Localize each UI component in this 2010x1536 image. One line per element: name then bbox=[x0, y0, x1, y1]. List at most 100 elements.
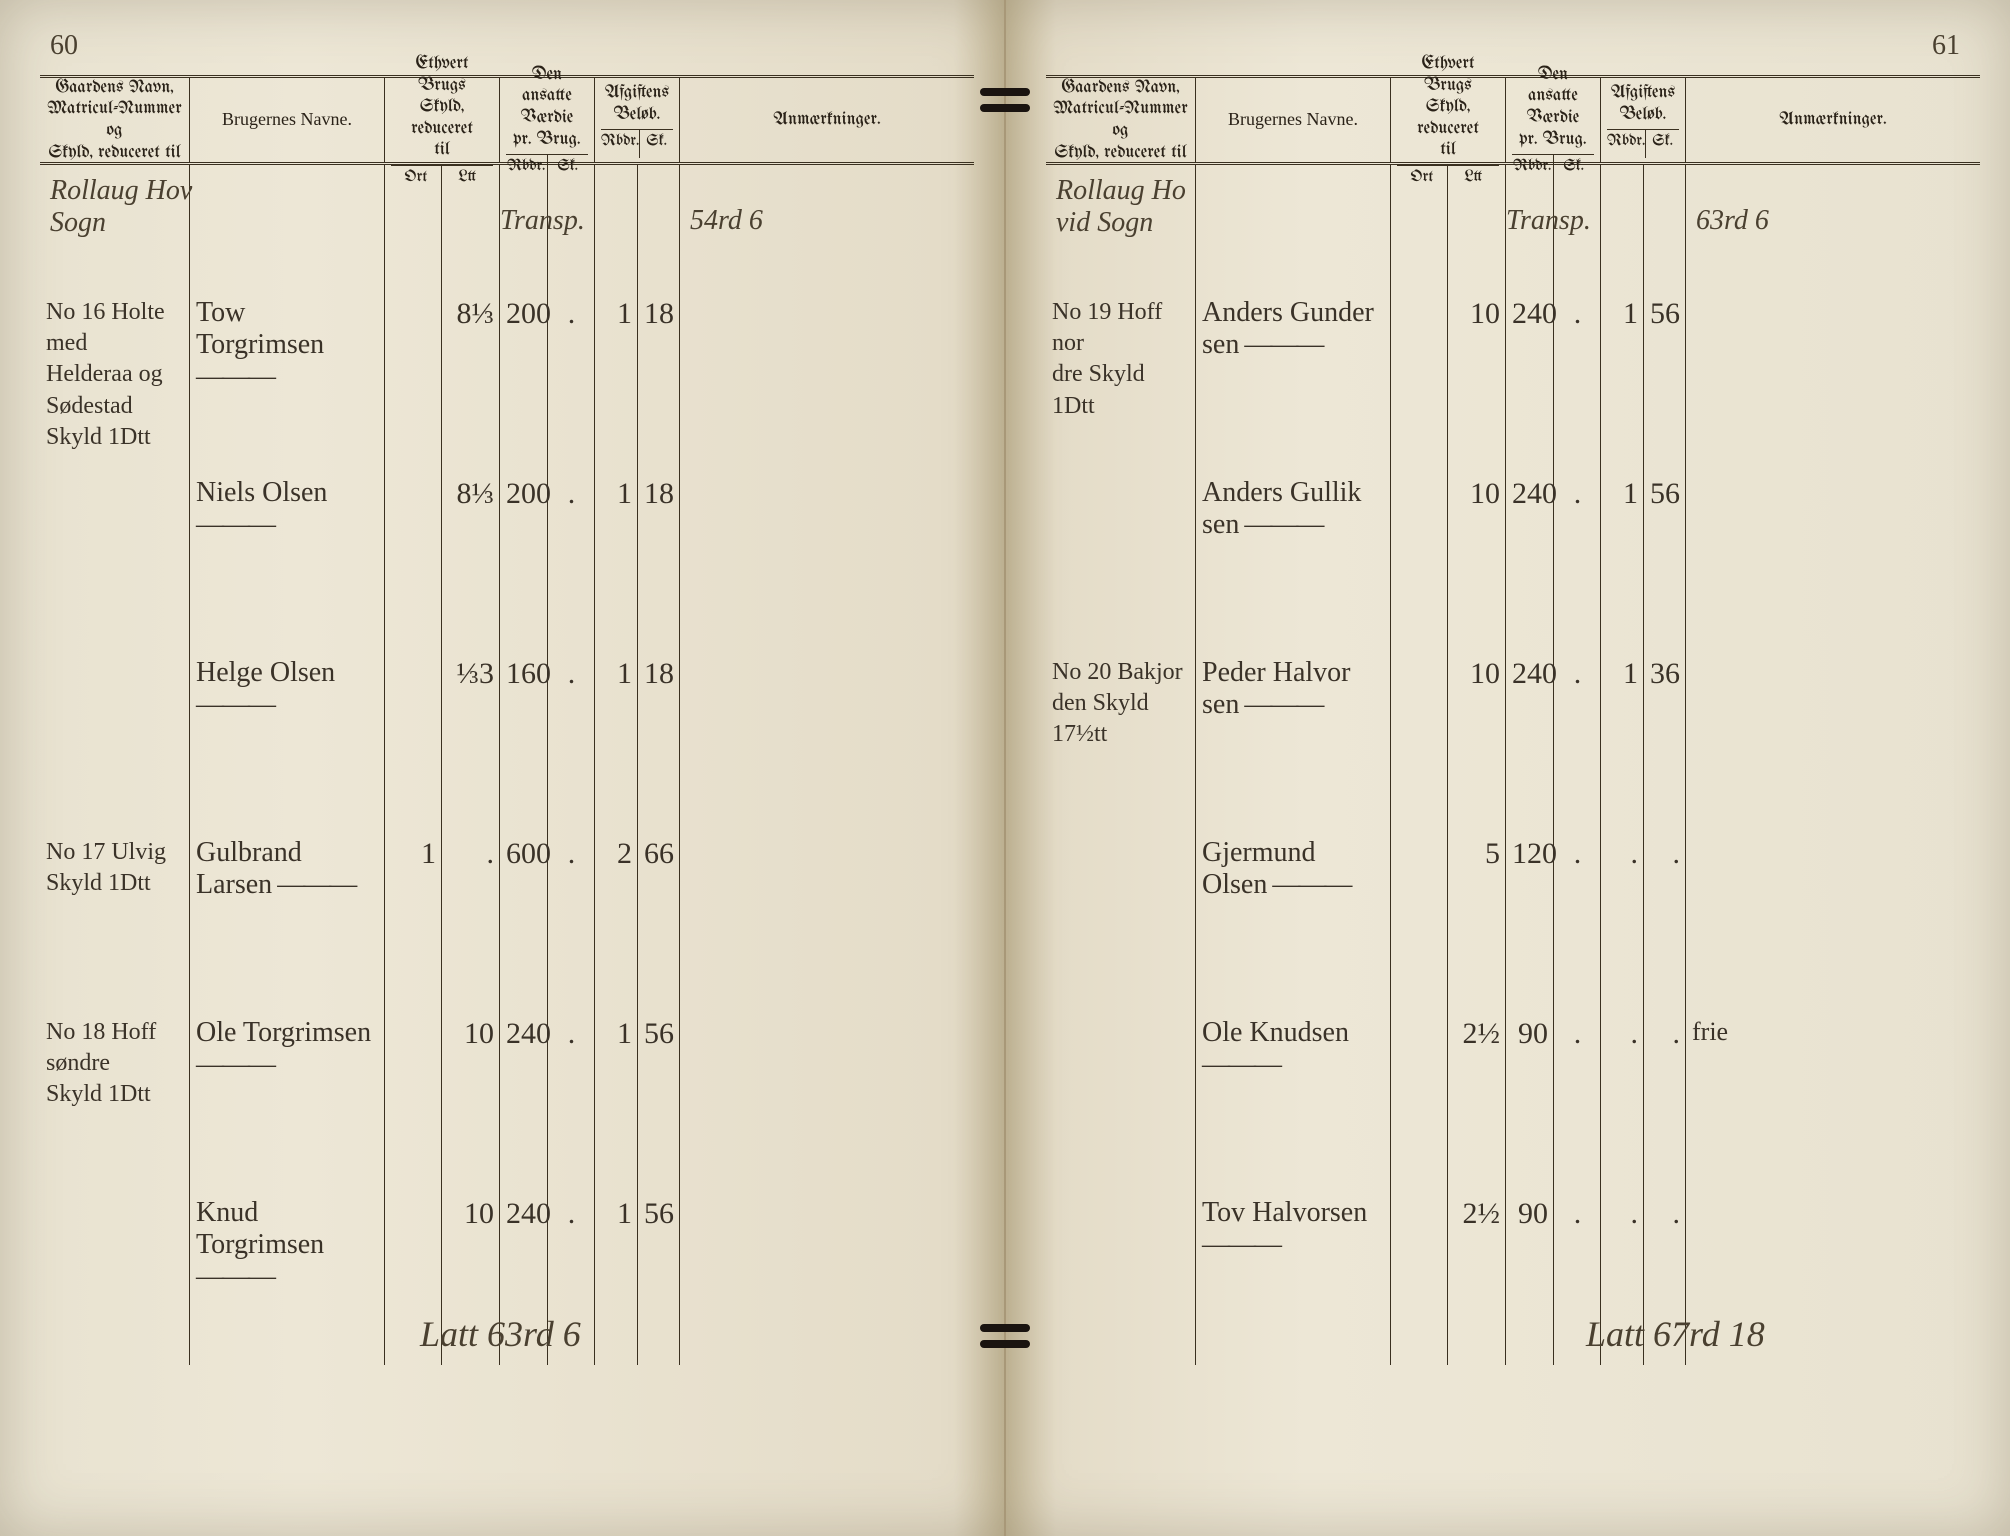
ledger-entry: No 19 Hoff nor dre Skyld 1DttAnders Gund… bbox=[1046, 295, 1980, 424]
entry-gaard bbox=[1046, 1195, 1196, 1263]
transport-value: 54rd 6 bbox=[690, 205, 763, 237]
col-header-afgift: Afgiftens Beløb. Rbdr. Sk. bbox=[595, 78, 680, 162]
sub-rbdr2: Rbdr. bbox=[601, 130, 640, 158]
entry-ltt: 10 bbox=[1448, 295, 1506, 424]
entry-sk: . bbox=[1554, 295, 1601, 424]
entry-ltt: . bbox=[442, 835, 500, 903]
entry-ltt: 2½ bbox=[1448, 1015, 1506, 1083]
entry-gaard: No 19 Hoff nor dre Skyld 1Dtt bbox=[1046, 295, 1196, 424]
col-header-vaerdie: Den ansatte Værdie pr. Brug. Rbdr. Sk. bbox=[500, 78, 595, 162]
ledger-entry: Ole Knudsen ———2½90...frie bbox=[1046, 1015, 1980, 1083]
entry-sk2: 18 bbox=[638, 655, 680, 723]
dash-rule: ——— bbox=[196, 1261, 274, 1292]
entry-brugernes: Knud Torgrimsen ——— bbox=[190, 1195, 385, 1295]
entry-gaard bbox=[40, 1195, 190, 1295]
ledger-book: 60 Gaardens Navn, Matricul-Nummer og Sky… bbox=[0, 0, 2010, 1536]
entry-sk2: . bbox=[1644, 1015, 1686, 1083]
entry-rbdr2: 1 bbox=[1601, 295, 1644, 424]
entry-anm bbox=[1686, 1195, 1980, 1263]
dash-rule: ——— bbox=[196, 509, 274, 540]
sogn-label: Rollaug Hov Sogn bbox=[50, 175, 192, 239]
ledger-entry: Tov Halvorsen ———2½90... bbox=[1046, 1195, 1980, 1263]
entry-sk: . bbox=[548, 655, 595, 723]
col-header-anm-r: Anmærkninger. bbox=[1686, 78, 1980, 162]
dash-rule: ——— bbox=[272, 869, 355, 900]
sogn-label-r: Rollaug Ho vid Sogn bbox=[1056, 175, 1186, 239]
header-gaard-text: Gaardens Navn, Matricul-Nummer og Skyld,… bbox=[46, 77, 183, 163]
header-row-r: Gaardens Navn, Matricul-Nummer og Skyld,… bbox=[1046, 75, 1980, 165]
entry-sk: . bbox=[548, 1015, 595, 1113]
entry-brugernes: Niels Olsen ——— bbox=[190, 475, 385, 543]
entry-rbdr2: 1 bbox=[595, 475, 638, 543]
dash-rule: ——— bbox=[1267, 869, 1350, 900]
header-vaerdie-text: Den ansatte Værdie pr. Brug. bbox=[506, 64, 588, 150]
page-left: 60 Gaardens Navn, Matricul-Nummer og Sky… bbox=[0, 0, 1006, 1536]
entry-sk2: 36 bbox=[1644, 655, 1686, 753]
sub-sk2-r: Sk. bbox=[1646, 130, 1679, 158]
transport-value-r: 63rd 6 bbox=[1696, 205, 1769, 237]
entry-rbdr2: 2 bbox=[595, 835, 638, 903]
entry-rbdr: 200 bbox=[500, 295, 548, 455]
entry-gaard: No 16 Holte med Helderaa og Sødestad Sky… bbox=[40, 295, 190, 455]
entry-ltt: 10 bbox=[1448, 655, 1506, 753]
sub-rbdr2-r: Rbdr. bbox=[1607, 130, 1646, 158]
entry-brugernes: Anders Gullik sen ——— bbox=[1196, 475, 1391, 543]
col-header-skyld: Ethvert Brugs Skyld, reduceret til Ort L… bbox=[385, 78, 500, 162]
entry-rbdr: 200 bbox=[500, 475, 548, 543]
dash-rule: ——— bbox=[1239, 689, 1322, 720]
entry-sk: . bbox=[548, 1195, 595, 1295]
entry-gaard bbox=[1046, 475, 1196, 543]
entry-sk: . bbox=[1554, 1015, 1601, 1083]
entry-rbdr: 240 bbox=[1506, 295, 1554, 424]
entry-ort bbox=[1391, 835, 1448, 903]
entry-rbdr: 160 bbox=[500, 655, 548, 723]
entry-anm bbox=[680, 835, 974, 903]
header-afgift-text-r: Afgiftens Beløb. bbox=[1607, 82, 1679, 125]
entry-ltt: 10 bbox=[1448, 475, 1506, 543]
entry-sk2: 18 bbox=[638, 295, 680, 455]
col-header-skyld-r: Ethvert Brugs Skyld, reduceret til Ort L… bbox=[1391, 78, 1506, 162]
binding-clip-bottom bbox=[975, 1316, 1035, 1356]
entry-ltt: 10 bbox=[442, 1195, 500, 1295]
entry-gaard: No 18 Hoff søndre Skyld 1Dtt bbox=[40, 1015, 190, 1113]
entry-anm: frie bbox=[1686, 1015, 1980, 1083]
entry-rbdr2: 1 bbox=[1601, 475, 1644, 543]
entry-sk2: 56 bbox=[638, 1195, 680, 1295]
entry-gaard bbox=[40, 475, 190, 543]
transport-label: Transp. bbox=[500, 205, 585, 237]
ledger-entry: No 17 Ulvig Skyld 1DttGulbrand Larsen ——… bbox=[40, 835, 974, 903]
dash-rule: ——— bbox=[1239, 509, 1322, 540]
entry-rbdr: 240 bbox=[500, 1015, 548, 1113]
latt-label: Latt 63rd 6 bbox=[420, 1313, 581, 1355]
entry-anm bbox=[1686, 295, 1980, 424]
entry-anm bbox=[680, 295, 974, 455]
entry-ltt: ⅓3 bbox=[442, 655, 500, 723]
dash-rule: ——— bbox=[1202, 1229, 1280, 1260]
body-rows-left: Rollaug Hov Sogn Transp. 54rd 6 Latt 63r… bbox=[40, 165, 974, 1365]
entry-ort bbox=[385, 1015, 442, 1113]
entry-sk2: 18 bbox=[638, 475, 680, 543]
entry-rbdr2: . bbox=[1601, 835, 1644, 903]
entry-sk2: . bbox=[1644, 1195, 1686, 1263]
page-right: 61 Gaardens Navn, Matricul-Nummer og Sky… bbox=[1006, 0, 2010, 1536]
entry-brugernes: Gjermund Olsen ——— bbox=[1196, 835, 1391, 903]
entry-rbdr2: 1 bbox=[595, 1195, 638, 1295]
entry-anm bbox=[680, 475, 974, 543]
entry-gaard bbox=[1046, 835, 1196, 903]
sub-sk2: Sk. bbox=[640, 130, 673, 158]
entry-brugernes: Anders Gunder sen ——— bbox=[1196, 295, 1391, 424]
entry-ltt: 5 bbox=[1448, 835, 1506, 903]
entry-sk: . bbox=[1554, 1195, 1601, 1263]
entry-brugernes: Peder Halvor sen ——— bbox=[1196, 655, 1391, 753]
col-header-brugernes: Brugernes Navne. bbox=[190, 78, 385, 162]
header-vaerdie-text-r: Den ansatte Værdie pr. Brug. bbox=[1512, 64, 1594, 150]
entry-rbdr: 90 bbox=[1506, 1015, 1554, 1083]
ledger-entry: Niels Olsen ———8⅓200.118 bbox=[40, 475, 974, 543]
entry-ltt: 10 bbox=[442, 1015, 500, 1113]
entry-gaard bbox=[40, 655, 190, 723]
entry-sk: . bbox=[548, 295, 595, 455]
entry-ort bbox=[1391, 475, 1448, 543]
entry-ltt: 8⅓ bbox=[442, 295, 500, 455]
entry-sk: . bbox=[1554, 655, 1601, 753]
entry-brugernes: Ole Knudsen ——— bbox=[1196, 1015, 1391, 1083]
